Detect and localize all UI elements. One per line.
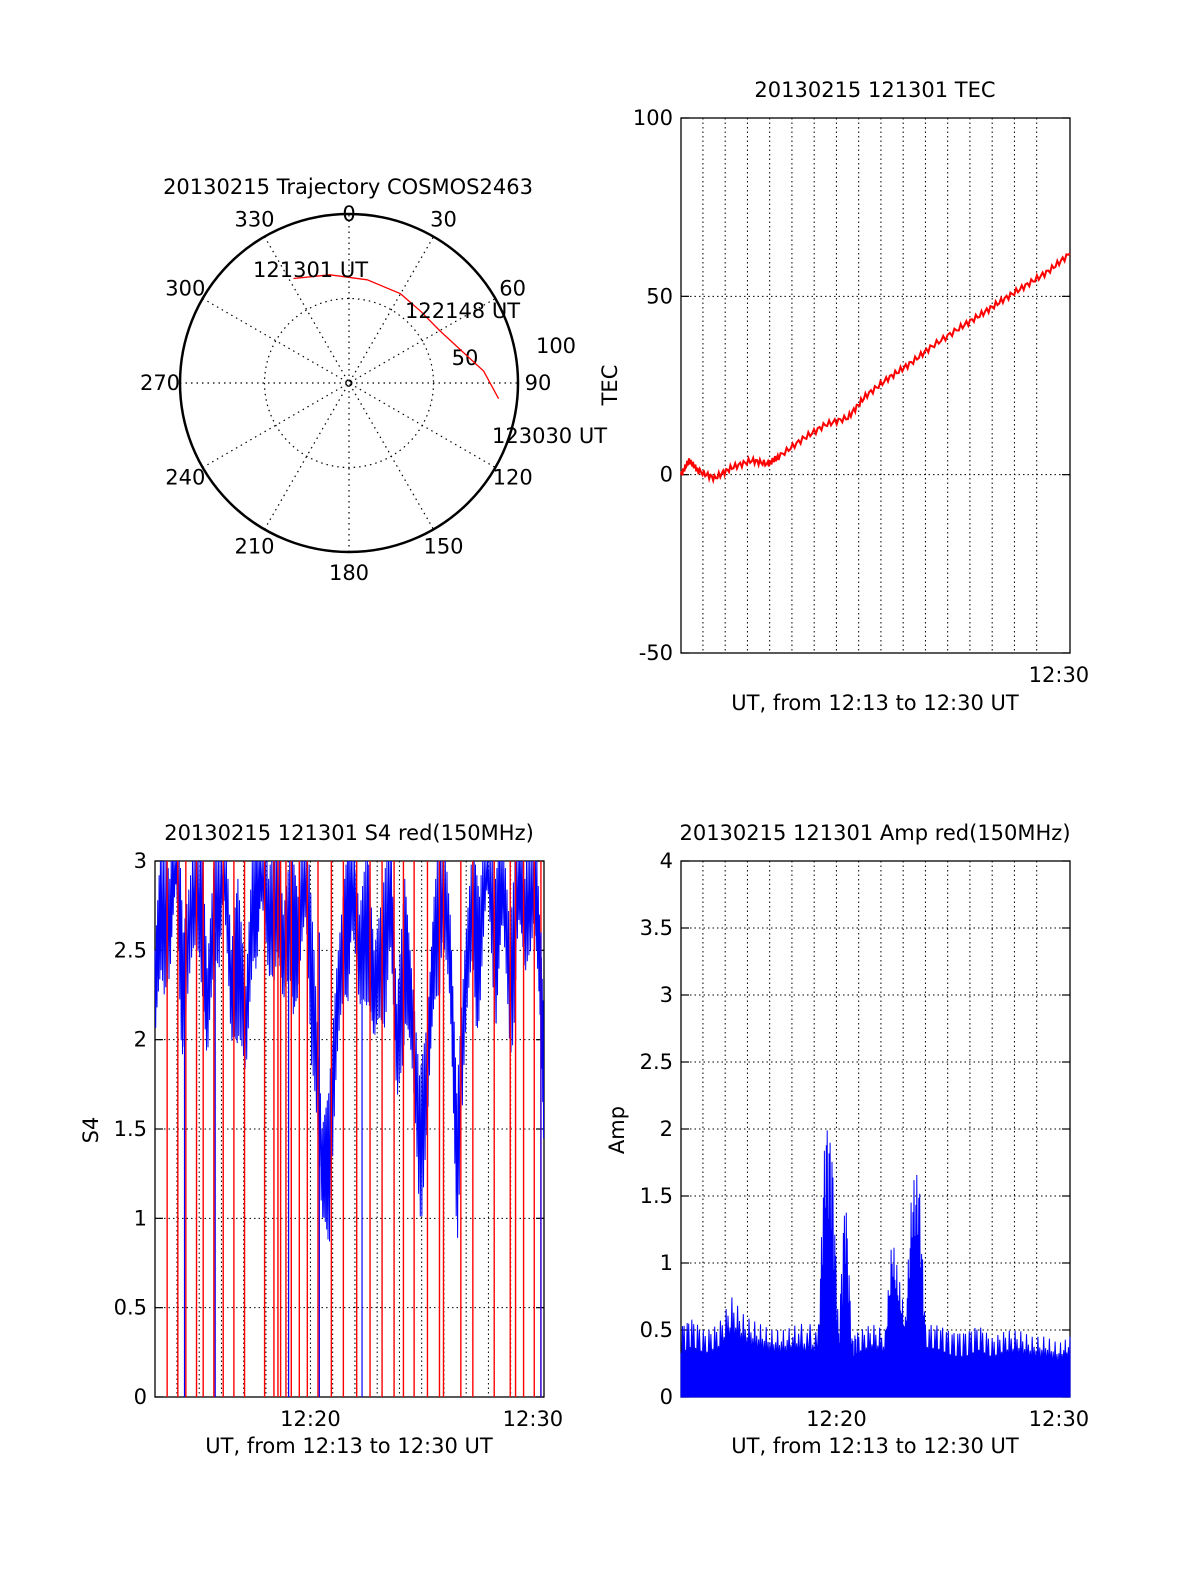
polar-radial-ticks: 50 100 <box>452 334 576 370</box>
polar-spoke <box>263 236 435 530</box>
tec-frame <box>680 117 1071 654</box>
polar-tick-210: 210 <box>234 535 274 559</box>
amp-ytick-1: 1 <box>660 1251 673 1275</box>
tec-ytick--50: -50 <box>639 641 673 665</box>
polar-tick-240: 240 <box>165 466 205 490</box>
s4-ytick-2: 2 <box>134 1028 147 1052</box>
s4-ytick-0.5: 0.5 <box>114 1296 147 1320</box>
s4-ytick-3: 3 <box>134 849 147 873</box>
amp-ytick-0.5: 0.5 <box>640 1318 673 1342</box>
tec-xlabel: UT, from 12:13 to 12:30 UT <box>731 691 1019 715</box>
polar-title: 20130215 Trajectory COSMOS2463 <box>163 175 533 199</box>
tec-ylabel: TEC <box>598 365 622 407</box>
tec-xtick-12:30: 12:30 <box>1029 663 1090 687</box>
polar-rtick-50: 50 <box>452 346 479 370</box>
s4-xtick-12:30: 12:30 <box>503 1407 564 1431</box>
amp-ylabel: Amp <box>605 1106 629 1154</box>
amp-title: 20130215 121301 Amp red(150MHz) <box>679 821 1070 845</box>
polar-tick-150: 150 <box>423 535 463 559</box>
amp-ytick-2.5: 2.5 <box>640 1050 673 1074</box>
amp-ytick-1.5: 1.5 <box>640 1184 673 1208</box>
tec-line <box>680 252 1071 485</box>
polar-tick-270: 270 <box>140 371 180 395</box>
polar-grid <box>178 212 520 554</box>
polar-tick-90: 90 <box>525 371 552 395</box>
amp-chart: 20130215 121301 Amp red(150MHz) 0 0.5 1 1.5… <box>605 821 1089 1458</box>
amp-xlabel: UT, from 12:13 to 12:30 UT <box>731 1434 1019 1458</box>
tec-ytick-50: 50 <box>646 284 673 308</box>
s4-title: 20130215 121301 S4 red(150MHz) <box>164 821 534 845</box>
s4-ytick-1.5: 1.5 <box>114 1117 147 1141</box>
polar-angular-ticks: 0 30 60 90 120 150 180 210 240 270 300 330 <box>140 202 551 585</box>
tec-grid <box>681 118 1070 653</box>
polar-spoke <box>202 297 496 469</box>
amp-grid <box>681 861 1070 1397</box>
polar-annotation-mid: 122148 UT <box>405 299 520 323</box>
tec-series <box>680 252 1071 485</box>
polar-annotation-end: 123030 UT <box>492 424 607 448</box>
polar-tick-330: 330 <box>234 207 274 231</box>
tec-ytick-0: 0 <box>660 463 673 487</box>
s4-blue-line <box>154 860 545 1242</box>
s4-ytick-0: 0 <box>134 1385 147 1409</box>
tec-title: 20130215 121301 TEC <box>754 78 995 102</box>
polar-tick-30: 30 <box>430 207 457 231</box>
amp-ytick-3: 3 <box>660 983 673 1007</box>
amp-xtick-12:20: 12:20 <box>806 1407 867 1431</box>
polar-tick-60: 60 <box>499 277 526 301</box>
polar-tick-180: 180 <box>329 561 369 585</box>
amp-ytick-0: 0 <box>660 1385 673 1409</box>
polar-series <box>293 274 500 400</box>
amp-area <box>680 1130 1071 1398</box>
s4-ytick-2.5: 2.5 <box>114 938 147 962</box>
polar-rtick-100: 100 <box>536 334 576 358</box>
amp-xtick-12:30: 12:30 <box>1029 1407 1090 1431</box>
polar-trajectory-line <box>293 274 500 400</box>
tec-axes: -50 0 50 100 12:30 <box>633 106 1089 687</box>
polar-tick-120: 120 <box>493 466 533 490</box>
tec-ytick-100: 100 <box>633 106 673 130</box>
s4-chart: 20130215 121301 S4 red(150MHz) 0 0.5 1 1.5 2… <box>79 821 563 1458</box>
amp-ytick-4: 4 <box>660 849 673 873</box>
s4-xlabel: UT, from 12:13 to 12:30 UT <box>205 1434 493 1458</box>
amp-series <box>680 1130 1071 1398</box>
s4-ylabel: S4 <box>79 1117 103 1144</box>
polar-tick-0: 0 <box>342 202 355 226</box>
tec-chart: 20130215 121301 TEC -50 0 50 100 12:30 TEC U… <box>598 78 1089 715</box>
polar-annotation-start: 121301 UT <box>253 258 368 282</box>
polar-chart: 20130215 Trajectory COSMOS2463 0 30 60 90 12… <box>140 175 607 585</box>
amp-ytick-3.5: 3.5 <box>640 916 673 940</box>
polar-spoke <box>202 297 496 469</box>
s4-ytick-1: 1 <box>134 1206 147 1230</box>
amp-ytick-2: 2 <box>660 1117 673 1141</box>
polar-spoke <box>263 236 435 530</box>
s4-series <box>154 860 545 1397</box>
polar-tick-300: 300 <box>165 277 205 301</box>
s4-xtick-12:20: 12:20 <box>280 1407 341 1431</box>
